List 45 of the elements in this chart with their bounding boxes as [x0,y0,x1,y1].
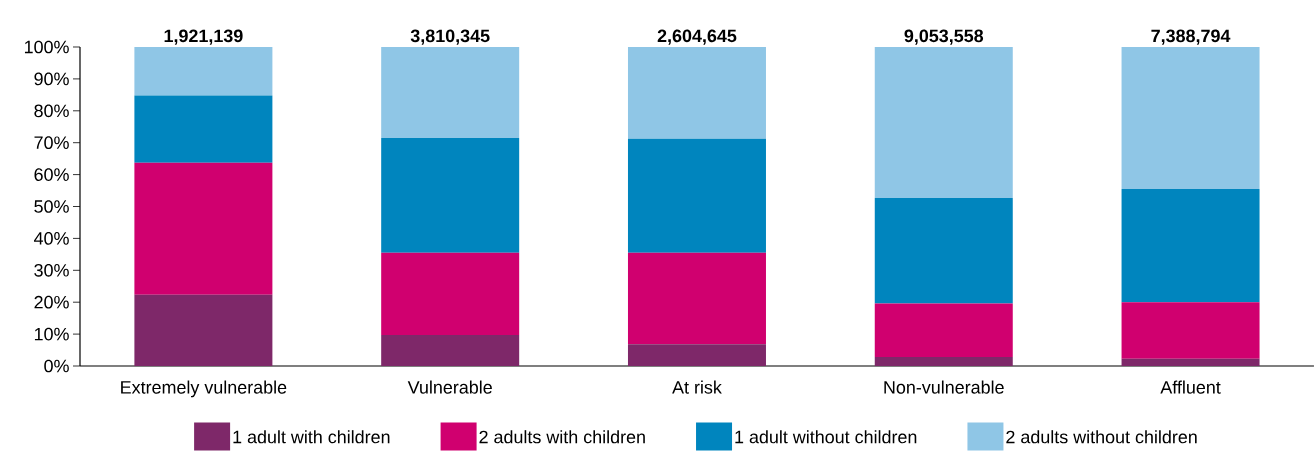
legend-label: 1 adult with children [233,430,390,444]
bar [381,252,520,336]
bar [1121,47,1260,189]
bar [134,162,273,295]
bar [1121,302,1260,359]
bar [627,344,766,366]
y-tick-label: 100% [24,40,69,54]
legend-label: 2 adults with children [479,430,645,444]
bar [381,137,520,253]
x-tick-label: Affluent [1160,380,1221,394]
legend-label: 2 adults without children [1006,430,1197,444]
annotation: 1,921,139 [164,29,243,45]
bar [1121,358,1260,366]
x-tick-label: Extremely vulnerable [121,380,287,398]
bar [627,138,766,253]
bar [1121,188,1260,303]
x-tick-label: Non-vulnerable [884,380,1004,394]
bar [381,335,520,366]
y-tick-label: 20% [34,295,69,309]
bar [627,47,766,139]
annotation: 7,388,794 [1151,29,1231,45]
bar [381,47,520,138]
y-tick-label: 40% [33,232,69,245]
y-tick-label: 30% [34,263,69,277]
y-tick-label: 90% [34,72,69,86]
y-tick-label: 70% [34,136,69,150]
y-tick-label: 10% [34,327,69,341]
y-tick-label: 0% [44,359,69,373]
y-tick-label: 50% [34,200,69,213]
bar [134,47,273,96]
x-tick-label: Vulnerable [407,380,492,394]
annotation: 9,053,558 [904,29,984,45]
legend-label: 1 adult without children [735,430,917,444]
bar [627,252,766,345]
y-tick-label: 60% [34,168,69,181]
bar [874,197,1013,304]
y-tick-label: 80% [34,104,69,118]
annotation: 2,604,645 [657,29,737,45]
bar [874,357,1013,366]
bar [874,303,1013,358]
bar [874,47,1013,198]
bar [134,95,273,163]
bar [134,294,273,366]
annotation: 3,810,345 [410,29,490,45]
x-tick-label: At risk [672,380,722,394]
